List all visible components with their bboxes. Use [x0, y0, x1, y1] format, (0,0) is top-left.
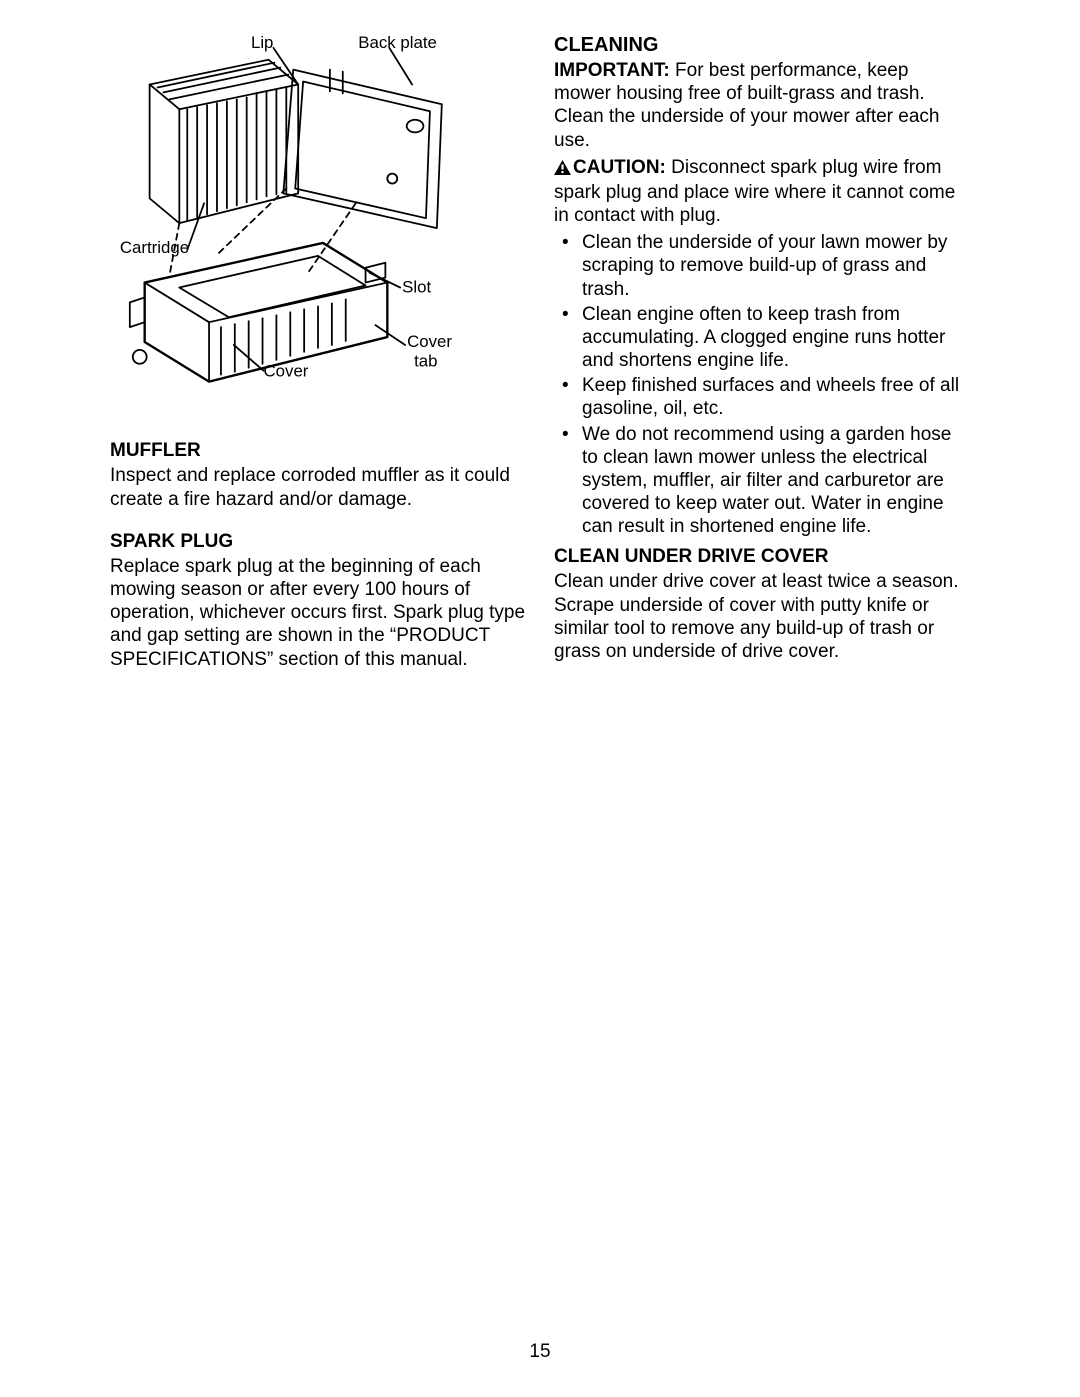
diagram-label-backplate: Back plate: [358, 33, 437, 52]
manual-page: Lip Back plate Cartridge Slot Cover Cove…: [0, 0, 1080, 1397]
two-column-layout: Lip Back plate Cartridge Slot Cover Cove…: [110, 30, 970, 675]
muffler-heading: MUFFLER: [110, 440, 526, 462]
diagram-label-cover: Cover: [264, 362, 309, 381]
list-item: Keep finished surfaces and wheels free o…: [582, 374, 970, 420]
diagram-label-covertab2: tab: [414, 352, 437, 371]
right-column: CLEANING IMPORTANT: For best performance…: [554, 30, 970, 675]
diagram-label-slot: Slot: [402, 277, 431, 296]
diagram-svg: Lip Back plate Cartridge Slot Cover Cove…: [110, 30, 526, 396]
important-lead: IMPORTANT:: [554, 60, 670, 81]
list-item: We do not recommend using a garden hose …: [582, 423, 970, 539]
list-item: Clean the underside of your lawn mower b…: [582, 231, 970, 301]
diagram-backplate: [219, 70, 442, 273]
sparkplug-heading: SPARK PLUG: [110, 531, 526, 553]
left-column: Lip Back plate Cartridge Slot Cover Cove…: [110, 30, 526, 675]
warning-icon: [554, 158, 571, 181]
caution-lead: CAUTION:: [573, 157, 666, 178]
sparkplug-body: Replace spark plug at the beginning of e…: [110, 555, 526, 671]
cleaning-important: IMPORTANT: For best performance, keep mo…: [554, 59, 970, 152]
cleaning-heading: CLEANING: [554, 34, 970, 57]
diagram-label-covertab1: Cover: [407, 332, 452, 351]
cleaning-bullets: Clean the underside of your lawn mower b…: [554, 231, 970, 538]
diagram-label-cartridge: Cartridge: [120, 238, 189, 257]
diagram-label-lip: Lip: [251, 33, 273, 52]
air-filter-diagram: Lip Back plate Cartridge Slot Cover Cove…: [110, 30, 526, 396]
muffler-body: Inspect and replace corroded muffler as …: [110, 464, 526, 510]
cleaning-caution: CAUTION: Disconnect spark plug wire from…: [554, 156, 970, 228]
list-item: Clean engine often to keep trash from ac…: [582, 303, 970, 373]
page-number: 15: [0, 1341, 1080, 1363]
cleanunder-heading: CLEAN UNDER DRIVE COVER: [554, 546, 970, 568]
cleanunder-body: Clean under drive cover at least twice a…: [554, 570, 970, 663]
diagram-cover: [130, 243, 388, 382]
